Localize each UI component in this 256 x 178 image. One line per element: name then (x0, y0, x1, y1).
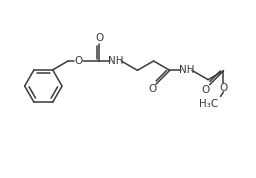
Text: O: O (75, 56, 83, 66)
Text: O: O (148, 84, 156, 94)
Text: O: O (95, 33, 103, 43)
Text: NH: NH (108, 56, 124, 66)
Text: NH: NH (179, 65, 194, 75)
Text: H₃C: H₃C (199, 99, 218, 109)
Text: O: O (202, 85, 210, 95)
Text: O: O (219, 83, 228, 93)
